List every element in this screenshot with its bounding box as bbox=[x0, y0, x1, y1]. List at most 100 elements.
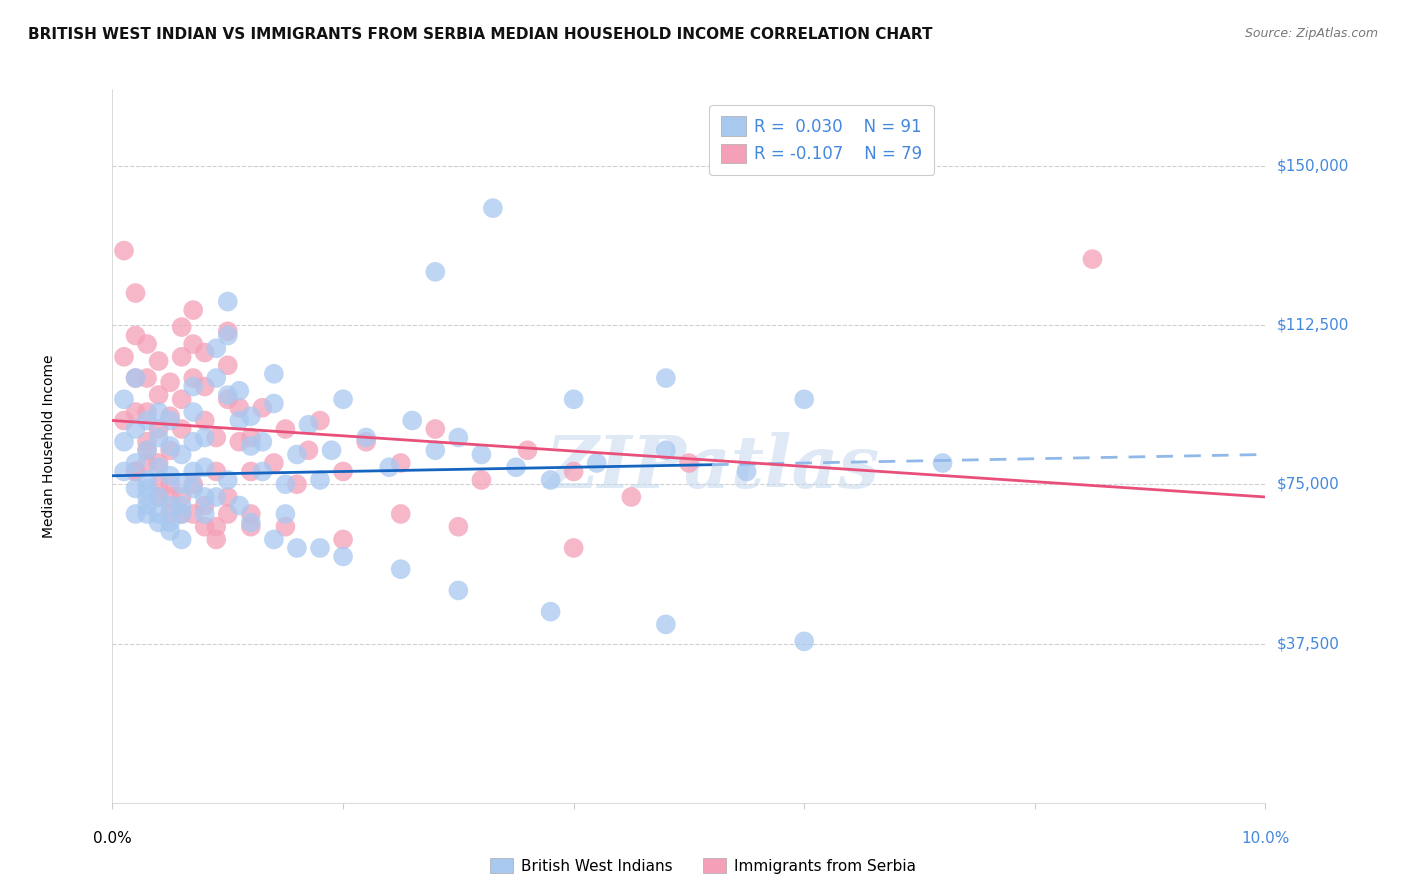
Point bbox=[401, 413, 423, 427]
Point bbox=[309, 541, 332, 555]
Point bbox=[263, 367, 285, 381]
Point bbox=[285, 541, 308, 555]
Point bbox=[124, 456, 146, 470]
Point bbox=[217, 392, 239, 407]
Text: 10.0%: 10.0% bbox=[1241, 831, 1289, 847]
Point bbox=[205, 430, 228, 444]
Point bbox=[228, 384, 250, 398]
Point bbox=[148, 422, 170, 436]
Point bbox=[793, 634, 815, 648]
Point bbox=[170, 490, 193, 504]
Point bbox=[159, 468, 181, 483]
Point bbox=[124, 371, 146, 385]
Point bbox=[194, 413, 217, 427]
Point bbox=[112, 244, 135, 258]
Point bbox=[136, 443, 159, 458]
Point bbox=[124, 371, 146, 385]
Point bbox=[217, 507, 239, 521]
Point bbox=[170, 533, 193, 547]
Point bbox=[274, 519, 297, 533]
Point bbox=[447, 519, 470, 533]
Point bbox=[194, 490, 217, 504]
Point bbox=[205, 533, 228, 547]
Point bbox=[181, 482, 204, 496]
Point bbox=[482, 201, 505, 215]
Point bbox=[148, 405, 170, 419]
Point bbox=[159, 499, 181, 513]
Point bbox=[170, 392, 193, 407]
Point bbox=[332, 465, 354, 479]
Point bbox=[124, 405, 146, 419]
Point bbox=[112, 434, 135, 449]
Point bbox=[159, 477, 181, 491]
Point bbox=[136, 473, 159, 487]
Point bbox=[124, 507, 146, 521]
Point bbox=[239, 507, 262, 521]
Point bbox=[354, 430, 377, 444]
Point bbox=[181, 371, 204, 385]
Point bbox=[562, 541, 585, 555]
Point bbox=[159, 376, 181, 390]
Point bbox=[136, 443, 159, 458]
Point bbox=[194, 379, 217, 393]
Point bbox=[309, 413, 332, 427]
Point bbox=[540, 473, 562, 487]
Point bbox=[655, 371, 678, 385]
Point bbox=[389, 507, 412, 521]
Point bbox=[263, 396, 285, 410]
Text: $75,000: $75,000 bbox=[1277, 476, 1340, 491]
Point bbox=[470, 448, 492, 462]
Point bbox=[425, 422, 447, 436]
Point bbox=[217, 294, 239, 309]
Point bbox=[239, 516, 262, 530]
Point bbox=[136, 507, 159, 521]
Point bbox=[332, 549, 354, 564]
Point bbox=[148, 477, 170, 491]
Point bbox=[931, 456, 953, 470]
Point bbox=[252, 434, 274, 449]
Point bbox=[181, 379, 204, 393]
Point bbox=[239, 409, 262, 424]
Point bbox=[252, 401, 274, 415]
Legend: R =  0.030    N = 91, R = -0.107    N = 79: R = 0.030 N = 91, R = -0.107 N = 79 bbox=[710, 104, 934, 175]
Point bbox=[516, 443, 538, 458]
Point bbox=[217, 328, 239, 343]
Point bbox=[470, 473, 492, 487]
Point bbox=[148, 430, 170, 444]
Point bbox=[181, 477, 204, 491]
Point bbox=[159, 524, 181, 538]
Text: Source: ZipAtlas.com: Source: ZipAtlas.com bbox=[1244, 27, 1378, 40]
Point bbox=[263, 456, 285, 470]
Point bbox=[124, 465, 146, 479]
Point bbox=[205, 519, 228, 533]
Point bbox=[112, 392, 135, 407]
Point bbox=[309, 473, 332, 487]
Text: $37,500: $37,500 bbox=[1277, 636, 1340, 651]
Point bbox=[321, 443, 343, 458]
Point bbox=[205, 341, 228, 355]
Point bbox=[678, 456, 700, 470]
Point bbox=[217, 359, 239, 373]
Point bbox=[194, 519, 217, 533]
Point bbox=[181, 507, 204, 521]
Point bbox=[205, 465, 228, 479]
Point bbox=[148, 507, 170, 521]
Point bbox=[159, 409, 181, 424]
Point bbox=[112, 350, 135, 364]
Point bbox=[217, 473, 239, 487]
Point bbox=[194, 430, 217, 444]
Point bbox=[136, 413, 159, 427]
Point bbox=[159, 490, 181, 504]
Point bbox=[170, 499, 193, 513]
Point bbox=[170, 350, 193, 364]
Point bbox=[274, 422, 297, 436]
Text: Median Household Income: Median Household Income bbox=[42, 354, 56, 538]
Point bbox=[170, 507, 193, 521]
Point bbox=[332, 392, 354, 407]
Point bbox=[170, 320, 193, 334]
Point bbox=[540, 605, 562, 619]
Point bbox=[181, 405, 204, 419]
Point bbox=[297, 417, 319, 432]
Point bbox=[170, 507, 193, 521]
Point bbox=[297, 443, 319, 458]
